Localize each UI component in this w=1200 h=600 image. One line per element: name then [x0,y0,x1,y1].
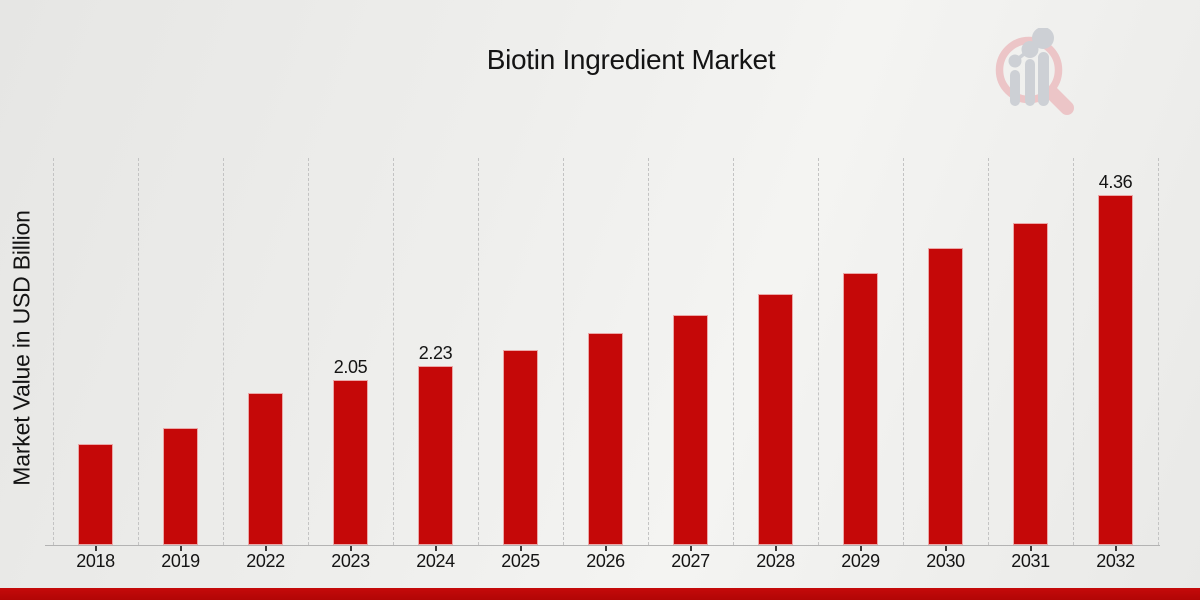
bar-2024 [418,366,453,545]
gridline [648,158,649,545]
x-tick [349,546,352,551]
gridline [1158,158,1159,545]
gridline [818,158,819,545]
gridline [478,158,479,545]
gridline [903,158,904,545]
chart-title: Biotin Ingredient Market [486,44,776,75]
bottom-red-banner [0,588,1200,600]
x-tick-label-2031: 2031 [1011,551,1050,571]
market-research-future-logo [995,28,1074,115]
bar-2019 [163,428,198,545]
bar-2022 [248,393,283,545]
x-tick-label-2025: 2025 [501,551,540,571]
x-tick-label-2018: 2018 [76,551,115,571]
y-axis-label: Market Value in USD Billion [8,210,35,486]
x-tick-label-2032: 2032 [1096,551,1135,571]
gridline [223,158,224,545]
gridline [563,158,564,545]
bar-2029 [843,273,878,545]
gridline [138,158,139,545]
x-tick-label-2030: 2030 [926,551,965,571]
x-tick [179,546,182,551]
gridline [733,158,734,545]
x-tick-label-2023: 2023 [331,551,370,571]
x-tick [1114,546,1117,551]
x-tick-label-2026: 2026 [586,551,625,571]
x-tick [434,546,437,551]
gridline [1073,158,1074,545]
gridline [988,158,989,545]
x-tick [774,546,777,551]
bar-2028 [758,294,793,545]
gridline [308,158,309,545]
x-tick [689,546,692,551]
x-tick-label-2027: 2027 [671,551,710,571]
x-tick-label-2029: 2029 [841,551,880,571]
x-tick [94,546,97,551]
x-tick [859,546,862,551]
bar-value-label-2023: 2.05 [333,357,368,377]
bar-value-label-2024: 2.23 [418,343,453,363]
x-tick [604,546,607,551]
bar-2027 [673,315,708,545]
logo-bar-chart-icon [1008,28,1054,106]
bar-value-label-2032: 4.36 [1098,172,1133,192]
gridline [53,158,54,545]
x-tick [264,546,267,551]
x-axis-line [45,545,1160,546]
x-tick [1029,546,1032,551]
x-tick-label-2022: 2022 [246,551,285,571]
bar-2025 [503,350,538,545]
gridline [393,158,394,545]
x-tick-label-2024: 2024 [416,551,455,571]
plot-area: 2.05 2.23 4.36 [53,158,1159,545]
x-tick-label-2028: 2028 [756,551,795,571]
bar-2032 [1098,195,1133,545]
bar-2030 [928,248,963,545]
x-tick [944,546,947,551]
x-tick-label-2019: 2019 [161,551,200,571]
bar-2026 [588,333,623,545]
bar-2023 [333,380,368,545]
bar-2031 [1013,223,1048,545]
x-tick [519,546,522,551]
bar-2018 [78,444,113,545]
